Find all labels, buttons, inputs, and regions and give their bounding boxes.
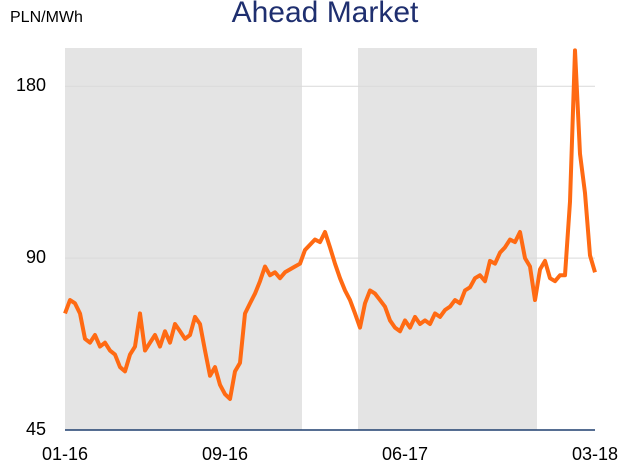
price-line: [63, 48, 597, 401]
x-tick-label: 01-16: [42, 444, 88, 464]
y-tick-label: 90: [26, 247, 46, 267]
x-tick-label: 06-17: [382, 444, 428, 464]
x-tick-label: 09-16: [202, 444, 248, 464]
y-axis-label: PLN/MWh: [10, 9, 83, 26]
shaded-period: [358, 48, 537, 430]
y-tick-label: 180: [16, 75, 46, 95]
chart-title: Ahead Market: [232, 0, 419, 29]
x-tick-label: 03-18: [572, 444, 618, 464]
y-tick-label: 45: [26, 419, 46, 439]
shaded-period: [65, 48, 302, 430]
